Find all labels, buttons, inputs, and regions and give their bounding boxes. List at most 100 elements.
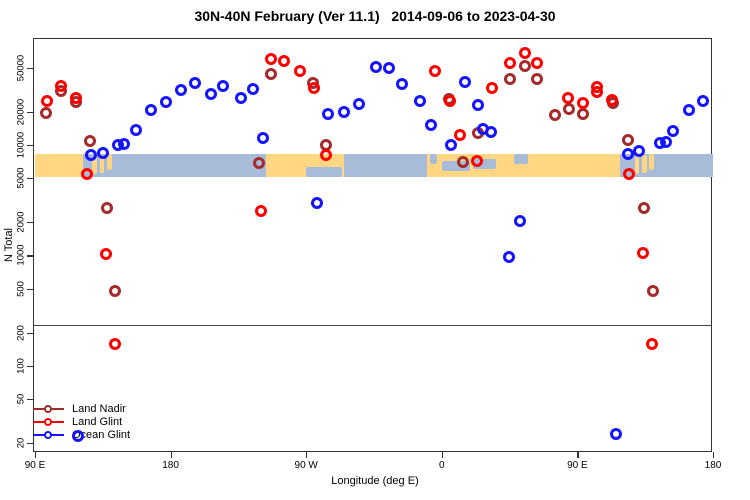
- x-tick-label: 0: [439, 460, 445, 471]
- y-tick-label: 100: [15, 357, 27, 374]
- data-point-land-nadir: [562, 103, 575, 116]
- map-band-ocean: [343, 153, 427, 178]
- map-band-patch-ocean: [429, 153, 438, 165]
- legend-label-ocean-glint: Ocean Glint: [72, 428, 131, 441]
- data-point-land-glint: [443, 94, 456, 107]
- data-point-land-nadir: [548, 109, 561, 122]
- data-point-land-glint: [504, 56, 517, 69]
- x-tick-label: 90 E: [567, 460, 588, 471]
- y-tick-label: 20: [15, 437, 27, 449]
- data-point-ocean-glint: [71, 430, 84, 443]
- data-point-ocean-glint: [683, 104, 696, 117]
- y-axis-label: N Total: [3, 227, 15, 263]
- data-point-ocean-glint: [338, 106, 351, 119]
- y-tick-label: 5000: [15, 167, 27, 189]
- data-point-ocean-glint: [396, 78, 409, 90]
- data-point-land-glint: [636, 247, 649, 260]
- data-point-ocean-glint: [667, 124, 680, 137]
- y-tick-label: 200: [15, 324, 27, 341]
- y-tick-mark: [27, 288, 33, 290]
- y-tick-mark: [27, 178, 33, 180]
- x-tick-mark: [306, 452, 308, 458]
- data-point-ocean-glint: [382, 61, 395, 74]
- data-point-ocean-glint: [502, 250, 515, 263]
- y-tick-label: 1000: [15, 244, 27, 266]
- data-point-ocean-glint: [247, 83, 259, 96]
- land-glint-marker-icon: [33, 415, 64, 428]
- data-point-ocean-glint: [85, 149, 98, 162]
- data-point-land-nadir: [518, 60, 531, 73]
- map-band-patch-ocean: [441, 160, 471, 172]
- data-point-ocean-glint: [322, 108, 335, 121]
- data-point-ocean-glint: [234, 91, 247, 104]
- data-point-land-glint: [264, 52, 277, 65]
- data-point-land-glint: [278, 55, 291, 68]
- data-point-ocean-glint: [145, 104, 157, 117]
- map-band-patch-land: [99, 155, 105, 173]
- y-tick-mark: [27, 144, 33, 147]
- y-tick-mark: [27, 332, 33, 334]
- data-point-land-glint: [109, 337, 121, 350]
- data-point-land-nadir: [576, 108, 589, 121]
- map-band-patch-land: [642, 155, 647, 173]
- x-tick-mark: [577, 452, 579, 458]
- data-point-ocean-glint: [129, 124, 142, 137]
- x-tick-mark: [713, 452, 715, 458]
- y-tick-mark: [27, 443, 33, 445]
- data-point-land-nadir: [39, 107, 52, 120]
- data-point-land-glint: [576, 96, 589, 109]
- reference-line: [33, 324, 712, 326]
- y-tick-mark: [27, 255, 33, 257]
- data-point-ocean-glint: [352, 98, 365, 111]
- data-point-land-glint: [308, 82, 321, 95]
- data-point-ocean-glint: [444, 138, 457, 151]
- x-tick-label: 90 W: [294, 460, 318, 471]
- legend-row-land-glint: Land Glint: [33, 415, 130, 428]
- legend-label-land-nadir: Land Nadir: [72, 402, 126, 415]
- y-tick-label: 50000: [15, 54, 27, 81]
- legend-label-land-glint: Land Glint: [72, 415, 123, 428]
- data-point-ocean-glint: [413, 94, 426, 107]
- data-point-ocean-glint: [96, 147, 109, 160]
- legend: Land Nadir Land Glint Ocean Glint: [33, 402, 130, 441]
- data-point-land-nadir: [83, 134, 96, 147]
- map-band-ocean: [83, 153, 266, 178]
- x-axis-label: Longitude (deg E): [331, 475, 419, 487]
- ocean-glint-marker-icon: [33, 428, 64, 441]
- legend-row-land-nadir: Land Nadir: [33, 402, 130, 415]
- data-point-land-glint: [429, 65, 442, 78]
- data-point-ocean-glint: [118, 137, 131, 150]
- data-point-land-glint: [55, 80, 68, 93]
- data-point-ocean-glint: [513, 214, 526, 227]
- map-band-patch-land: [92, 156, 97, 174]
- x-tick-label: 180: [162, 460, 179, 471]
- chart-title: 30N-40N February (Ver 11.1) 2014-09-06 t…: [194, 8, 556, 24]
- data-point-land-nadir: [101, 201, 114, 214]
- x-tick-mark: [170, 452, 172, 458]
- data-point-land-glint: [605, 94, 618, 106]
- data-point-ocean-glint: [471, 98, 484, 111]
- data-point-land-glint: [255, 205, 267, 218]
- x-tick-label: 180: [704, 460, 722, 471]
- data-point-land-nadir: [456, 156, 469, 169]
- y-tick-label: 500: [15, 280, 27, 297]
- data-point-land-glint: [470, 155, 483, 168]
- y-tick-label: 2000: [15, 211, 27, 233]
- map-band-patch-ocean: [306, 166, 343, 178]
- data-point-land-glint: [590, 85, 603, 98]
- data-point-land-glint: [319, 149, 332, 162]
- map-band-patch-ocean: [514, 153, 528, 165]
- data-point-land-glint: [80, 167, 93, 180]
- data-point-ocean-glint: [633, 145, 646, 158]
- y-tick-mark: [27, 399, 33, 401]
- data-point-land-glint: [561, 91, 574, 104]
- data-point-ocean-glint: [424, 119, 437, 132]
- data-point-land-nadir: [109, 285, 121, 298]
- y-tick-mark: [27, 222, 33, 224]
- legend-row-ocean-glint: Ocean Glint: [33, 428, 130, 441]
- data-point-ocean-glint: [311, 196, 324, 209]
- x-tick-label: 90 E: [24, 460, 46, 471]
- y-tick-mark: [27, 111, 33, 113]
- data-point-ocean-glint: [159, 95, 172, 108]
